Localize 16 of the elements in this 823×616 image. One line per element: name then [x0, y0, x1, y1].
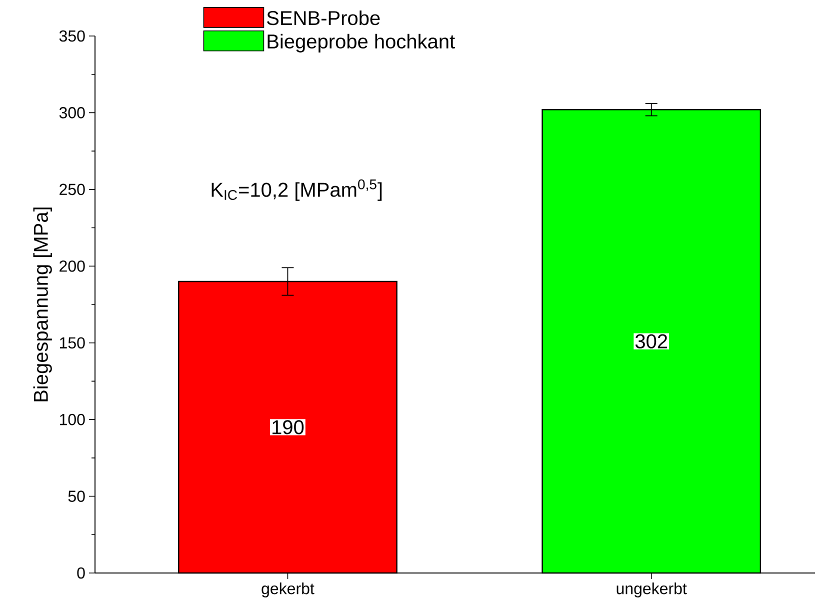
y-tick-label: 250	[60, 184, 85, 196]
y-tick-label: 300	[59, 107, 85, 118]
y-axis-title: Biegespannung [MPa]	[33, 208, 52, 402]
legend-label: SENB-Probe	[267, 10, 380, 26]
y-tick-label: 0	[77, 567, 85, 579]
y-tick-label: 50	[68, 490, 85, 502]
x-tick-label: gekerbt	[262, 582, 314, 598]
data-label: 302	[635, 334, 668, 348]
data-label: 190	[272, 420, 304, 434]
y-tick-label: 200	[60, 260, 85, 272]
y-tick-label: 150	[60, 337, 85, 349]
y-tick-label: 350	[59, 30, 85, 42]
y-tick-label: 100	[60, 414, 85, 426]
x-tick-label: ungekerbt	[616, 582, 687, 598]
annotation: K$_{IC}$=10,2 [MPam$^{0,5}$]	[212, 179, 382, 201]
legend-label: Biegeprobe hochkant	[268, 34, 455, 52]
